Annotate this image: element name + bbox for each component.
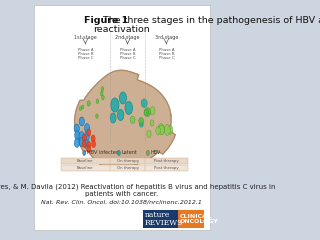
Ellipse shape — [83, 150, 86, 156]
Ellipse shape — [79, 107, 82, 111]
Text: 3rd stage: 3rd stage — [155, 35, 178, 40]
Ellipse shape — [79, 132, 84, 140]
Ellipse shape — [144, 108, 151, 117]
Ellipse shape — [79, 117, 84, 126]
Ellipse shape — [164, 125, 171, 135]
Ellipse shape — [111, 98, 119, 112]
Ellipse shape — [119, 92, 126, 104]
Ellipse shape — [101, 95, 104, 100]
Ellipse shape — [150, 120, 154, 126]
Ellipse shape — [82, 134, 86, 141]
Ellipse shape — [141, 99, 147, 108]
Ellipse shape — [144, 109, 148, 116]
Ellipse shape — [168, 126, 173, 134]
Text: 1st stage: 1st stage — [74, 35, 97, 40]
Ellipse shape — [79, 138, 84, 147]
Ellipse shape — [82, 140, 86, 147]
Text: HBV infected: HBV infected — [87, 150, 119, 156]
Text: Phase B: Phase B — [120, 52, 135, 56]
Ellipse shape — [75, 131, 80, 140]
Ellipse shape — [117, 150, 120, 156]
FancyBboxPatch shape — [61, 158, 188, 164]
Text: On therapy: On therapy — [116, 166, 139, 170]
Text: H. A. Torres, & M. Davila (2012) Reactivation of hepatitis B virus and hepatitis: H. A. Torres, & M. Davila (2012) Reactiv… — [0, 183, 275, 190]
Ellipse shape — [150, 107, 155, 115]
Ellipse shape — [130, 116, 135, 123]
Text: Latent: Latent — [122, 150, 138, 156]
Ellipse shape — [91, 135, 95, 142]
Ellipse shape — [84, 132, 89, 141]
Ellipse shape — [159, 125, 164, 135]
Ellipse shape — [96, 99, 99, 103]
Text: Post therapy: Post therapy — [154, 159, 179, 163]
Text: Baseline: Baseline — [77, 159, 94, 163]
Ellipse shape — [84, 124, 90, 132]
Ellipse shape — [156, 126, 161, 135]
Ellipse shape — [96, 114, 98, 118]
Text: Phase B: Phase B — [159, 52, 174, 56]
Text: reactivation: reactivation — [93, 25, 150, 34]
Ellipse shape — [87, 141, 91, 148]
Ellipse shape — [147, 130, 151, 138]
Text: On therapy: On therapy — [116, 159, 139, 163]
FancyBboxPatch shape — [143, 210, 179, 228]
Ellipse shape — [110, 113, 116, 123]
Text: Figure 1: Figure 1 — [84, 16, 128, 25]
Ellipse shape — [74, 138, 80, 147]
Text: Phase C: Phase C — [77, 56, 93, 60]
Ellipse shape — [74, 124, 79, 133]
Ellipse shape — [82, 105, 84, 109]
FancyBboxPatch shape — [34, 5, 210, 230]
Ellipse shape — [125, 102, 132, 114]
Ellipse shape — [92, 141, 96, 148]
Text: Phase A: Phase A — [78, 48, 93, 52]
Ellipse shape — [158, 124, 164, 134]
Text: Phase C: Phase C — [120, 56, 135, 60]
Text: The three stages in the pathogenesis of HBV and HCV: The three stages in the pathogenesis of … — [100, 16, 320, 25]
Ellipse shape — [84, 139, 89, 148]
Ellipse shape — [87, 101, 90, 106]
Text: Phase A: Phase A — [120, 48, 135, 52]
Text: HBV: HBV — [151, 150, 161, 156]
Text: Phase B: Phase B — [78, 52, 93, 56]
FancyBboxPatch shape — [179, 210, 204, 228]
Text: patients with cancer.: patients with cancer. — [85, 191, 158, 197]
Ellipse shape — [139, 118, 144, 124]
Text: CLINICAL
ONCOLOGY: CLINICAL ONCOLOGY — [180, 214, 219, 224]
FancyBboxPatch shape — [61, 165, 188, 171]
Text: 2nd stage: 2nd stage — [115, 35, 140, 40]
Text: Phase C: Phase C — [158, 56, 174, 60]
Ellipse shape — [100, 91, 103, 96]
Text: Phase A: Phase A — [159, 48, 174, 52]
Ellipse shape — [117, 109, 124, 120]
Ellipse shape — [101, 87, 104, 91]
Ellipse shape — [87, 145, 91, 152]
Ellipse shape — [87, 129, 91, 136]
Text: Nat. Rev. Clin. Oncol. doi:10.1038/nrclinonc.2012.1: Nat. Rev. Clin. Oncol. doi:10.1038/nrcli… — [41, 199, 202, 204]
Polygon shape — [75, 70, 175, 170]
Text: Post therapy: Post therapy — [154, 166, 179, 170]
Ellipse shape — [146, 150, 149, 156]
Text: nature
REVIEWS: nature REVIEWS — [144, 211, 183, 227]
Text: Baseline: Baseline — [77, 166, 94, 170]
Ellipse shape — [140, 122, 143, 127]
